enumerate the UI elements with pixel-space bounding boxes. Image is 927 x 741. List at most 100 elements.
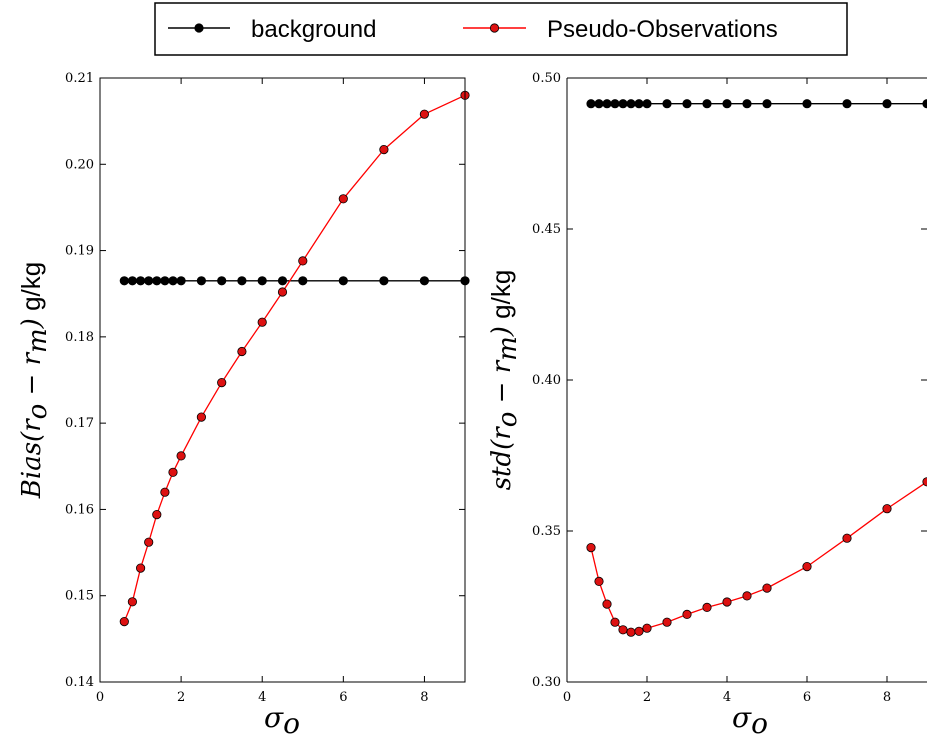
bias-point-pseudo-observations	[168, 467, 178, 477]
std-point-pseudo-observations	[702, 602, 712, 613]
std-point-background	[922, 99, 927, 109]
bias-point-pseudo-observations	[144, 537, 154, 547]
std-xtick-label: 6	[803, 690, 811, 705]
std-ytick-label: 0.35	[532, 524, 561, 539]
std-chart-xlabel: σo	[732, 701, 768, 740]
bias-chart-marks	[119, 90, 470, 627]
bias-chart-ylabel: Bias(ro − rm) g/kg	[16, 262, 53, 499]
std-chart-marks	[586, 99, 927, 637]
std-chart: 0.30 0.35 0.40 0.45 0.50 0 2 4 6 8 std(ro − rm) g…	[486, 71, 927, 740]
bias-point-background	[217, 276, 227, 286]
bias-xtick-label: 2	[177, 690, 185, 705]
std-point-background	[842, 99, 852, 109]
bias-point-pseudo-observations	[257, 317, 267, 327]
bias-point-pseudo-observations	[152, 509, 162, 520]
bias-xtick-label: 4	[258, 690, 266, 705]
bias-point-pseudo-observations	[379, 145, 389, 155]
bias-point-background	[338, 276, 348, 286]
std-point-pseudo-observations	[610, 617, 620, 627]
bias-chart: 0.14 0.15 0.16 0.17 0.18 0.19 0.20 0.21 0 2 4 6 8 Bi…	[16, 71, 470, 740]
legend: background Pseudo-Observations	[154, 2, 848, 56]
legend-label-pseudo-observations: Pseudo-Observations	[547, 16, 778, 43]
std-xtick-label: 0	[563, 690, 571, 705]
std-point-background	[882, 99, 892, 109]
std-xtick-label: 4	[723, 690, 731, 705]
bias-chart-frame	[99, 77, 466, 683]
std-point-pseudo-observations	[802, 561, 812, 572]
std-point-pseudo-observations	[682, 609, 692, 620]
legend-label-background: background	[251, 16, 376, 43]
std-point-pseudo-observations	[642, 623, 652, 633]
bias-point-background	[176, 276, 186, 286]
std-xtick-label: 8	[883, 690, 891, 705]
std-ytick-label: 0.45	[532, 222, 561, 237]
std-point-pseudo-observations	[722, 597, 732, 607]
bias-chart-xlabel: σo	[264, 701, 300, 740]
std-point-pseudo-observations	[602, 599, 612, 609]
bias-chart-ticks: 0.14 0.15 0.16 0.17 0.18 0.19 0.20 0.21 0 2 4 6 8	[65, 71, 465, 705]
bias-point-background	[237, 276, 247, 286]
bias-point-pseudo-observations	[237, 346, 247, 357]
std-point-background	[662, 99, 672, 109]
legend-marker-background	[194, 23, 204, 33]
bias-xtick-label: 6	[339, 690, 347, 705]
std-point-background	[634, 99, 644, 109]
bias-point-background	[144, 276, 154, 286]
bias-point-background	[168, 276, 178, 286]
bias-ytick-label: 0.16	[65, 502, 94, 517]
bias-ytick-label: 0.15	[65, 589, 94, 604]
std-ylabel-math: std(r	[487, 426, 517, 491]
std-point-background	[626, 99, 636, 109]
std-point-background	[742, 99, 752, 109]
bias-point-background	[379, 276, 389, 286]
bias-point-background	[136, 276, 146, 286]
std-ylabel-unit: g/kg	[486, 270, 516, 326]
bias-point-pseudo-observations	[277, 287, 288, 297]
std-point-background	[610, 99, 620, 109]
bias-point-pseudo-observations	[127, 597, 137, 607]
std-point-background	[642, 99, 652, 109]
std-point-pseudo-observations	[742, 591, 752, 601]
bias-ytick-label: 0.21	[65, 71, 94, 86]
std-point-background	[702, 99, 712, 109]
bias-ytick-label: 0.17	[65, 416, 94, 431]
std-point-pseudo-observations	[882, 504, 892, 514]
bias-point-pseudo-observations	[119, 616, 129, 627]
bias-point-pseudo-observations	[217, 377, 227, 388]
std-point-background	[722, 99, 732, 109]
bias-xtick-label: 8	[420, 690, 428, 705]
bias-point-background	[196, 276, 206, 286]
std-ytick-label: 0.30	[532, 675, 561, 690]
bias-point-background	[152, 276, 162, 286]
bias-point-background	[119, 276, 129, 286]
bias-ytick-label: 0.19	[65, 244, 94, 259]
bias-series-line-pseudo-observations	[123, 94, 466, 622]
bias-point-pseudo-observations	[196, 412, 206, 422]
std-ytick-label: 0.40	[532, 373, 561, 388]
bias-ytick-label: 0.14	[65, 675, 94, 690]
std-point-pseudo-observations	[626, 627, 636, 637]
bias-point-pseudo-observations	[298, 256, 308, 266]
std-point-pseudo-observations	[594, 576, 604, 587]
std-point-pseudo-observations	[634, 626, 644, 636]
std-point-pseudo-observations	[586, 542, 596, 553]
bias-ylabel-unit: g/kg	[16, 262, 46, 318]
bias-point-background	[257, 276, 267, 286]
bias-point-background	[127, 276, 137, 286]
bias-ytick-label: 0.20	[65, 157, 94, 172]
bias-ytick-label: 0.18	[65, 330, 94, 345]
std-point-background	[762, 99, 772, 109]
bias-point-pseudo-observations	[136, 563, 146, 573]
std-xtick-label: 2	[643, 690, 651, 705]
std-series-line-pseudo-observations	[590, 481, 927, 633]
legend-marker-pseudo-observations	[489, 23, 500, 33]
std-point-background	[594, 99, 604, 109]
std-point-background	[602, 99, 612, 109]
bias-point-background	[419, 276, 429, 286]
legend-frame	[154, 2, 848, 56]
std-point-pseudo-observations	[618, 625, 628, 635]
std-point-pseudo-observations	[762, 583, 772, 593]
std-point-background	[802, 99, 812, 109]
bias-xtick-label: 0	[96, 690, 104, 705]
std-chart-ylabel: std(ro − rm) g/kg	[486, 270, 523, 491]
